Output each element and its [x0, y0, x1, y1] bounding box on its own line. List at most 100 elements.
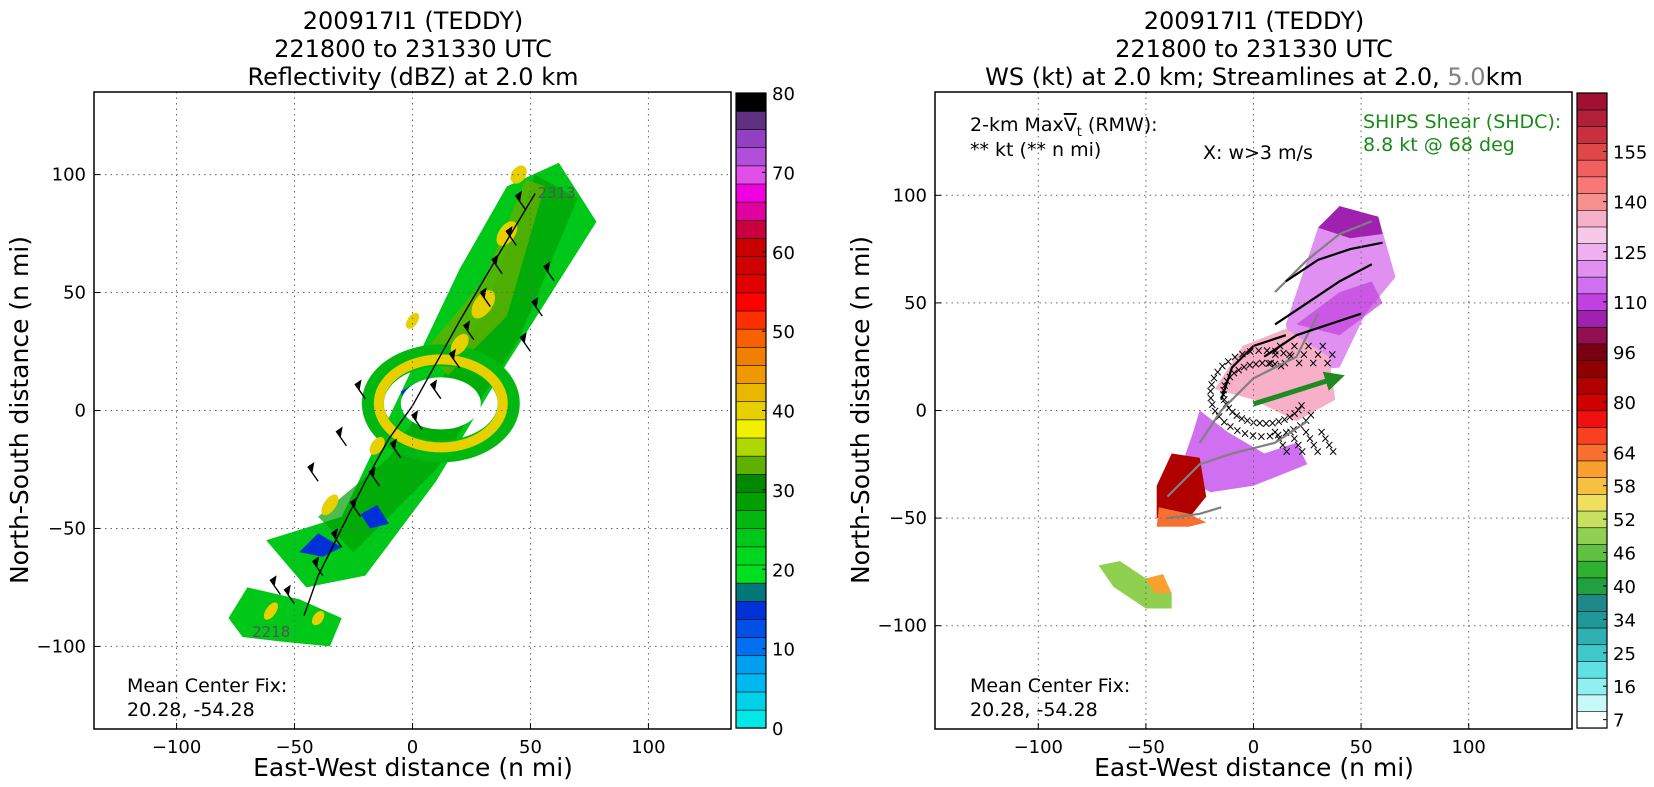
left-colorbar-cell: [735, 147, 767, 167]
updraft-marker-86: ×: [1309, 438, 1319, 452]
wind-barb-flag-19: [336, 426, 343, 438]
left-plot-area: 2218 2313: [94, 92, 731, 729]
left-xtick-label: 100: [631, 737, 665, 758]
updraft-marker-29: ×: [1219, 392, 1229, 406]
right-xtick-label: −50: [1127, 737, 1165, 758]
right-y-axis-label: North-South distance (n mi): [846, 236, 875, 584]
updraft-marker-70: ×: [1304, 339, 1314, 353]
streamline-6: [1263, 312, 1362, 358]
right-x-ticks: −100 −50 0 50 100: [1014, 723, 1486, 758]
updraft-marker-31: ×: [1221, 397, 1231, 411]
right-grid: [935, 92, 1572, 729]
updraft-marker-78: ×: [1278, 438, 1288, 452]
maxvt-subscript: t: [1077, 125, 1082, 140]
left-colorbar-cell: [735, 636, 767, 657]
ships-shear-value: 8.8 kt @ 68 deg: [1363, 134, 1515, 156]
updraft-marker-39: ×: [1237, 411, 1247, 425]
updraft-marker-2: ×: [1279, 346, 1289, 360]
right-xtick-label: 100: [1452, 737, 1486, 758]
wind-field-south-fragment: [1098, 561, 1172, 609]
right-colorbar-cell: [1576, 159, 1608, 178]
left-colorbar-cell: [735, 364, 767, 384]
right-title-height: 5.0: [1447, 63, 1485, 91]
right-colorbar-cell: [1576, 226, 1608, 244]
updraft-marker-61: ×: [1297, 399, 1307, 413]
left-xtick-label: −100: [152, 737, 201, 758]
left-colorbar-label: 80: [772, 84, 795, 105]
updraft-marker-71: ×: [1308, 356, 1318, 370]
right-colorbar-cell: [1576, 426, 1608, 445]
updraft-marker-83: ×: [1297, 444, 1307, 458]
right-colorbar-cell: [1576, 209, 1608, 228]
updraft-marker-47: ×: [1261, 416, 1271, 430]
right-colorbar-cell: [1576, 142, 1608, 161]
right-colorbar-label: 64: [1613, 443, 1636, 464]
updraft-marker-60: ×: [1306, 408, 1316, 422]
right-colorbar-label: 16: [1613, 677, 1636, 698]
left-colorbar-cell: [735, 237, 767, 257]
right-colorbar-label: 52: [1613, 510, 1636, 531]
right-colorbar-cell: [1576, 259, 1608, 278]
updraft-marker-88: ×: [1316, 425, 1326, 439]
reflectivity-panel: 200917I1 (TEDDY) 221800 to 231330 UTC Re…: [5, 7, 795, 782]
wind-field-red: [1156, 453, 1207, 519]
wind-field-center: [1214, 328, 1336, 422]
wind-barb-staff-0: [514, 194, 527, 211]
left-colorbar-cell: [735, 455, 767, 475]
right-colorbar-label: 25: [1613, 644, 1636, 665]
updraft-marker-32: ×: [1210, 404, 1220, 418]
reflectivity-cell-5: [263, 602, 278, 620]
right-colorbar-label: 140: [1613, 193, 1647, 214]
left-colorbar-cell: [735, 437, 767, 457]
right-colorbar-label: 155: [1613, 142, 1647, 163]
left-title-line-1: 200917I1 (TEDDY): [303, 7, 523, 35]
updraft-marker-91: ×: [1328, 444, 1338, 458]
wind-barb-flag-18: [354, 379, 362, 391]
left-clip-group: 2218 2313: [228, 162, 597, 647]
reflectivity-colorbar: 0 10 20 30 40 50 60 70 80: [735, 84, 795, 740]
right-colorbar-cell: [1576, 477, 1608, 495]
left-colorbar-cell: [735, 673, 767, 693]
right-colorbar-cell: [1576, 293, 1608, 311]
left-y-axis-label: North-South distance (n mi): [5, 236, 34, 584]
updraft-marker-53: ×: [1280, 412, 1290, 426]
left-colorbar-label: 10: [772, 640, 795, 661]
updraft-marker-51: ×: [1274, 414, 1284, 428]
updraft-marker-5: ×: [1264, 356, 1274, 370]
right-center-fix-value: 20.28, -54.28: [970, 699, 1098, 721]
updraft-marker-76: ×: [1270, 425, 1280, 439]
updraft-marker-17: ×: [1229, 366, 1239, 380]
updraft-marker-68: ×: [1294, 356, 1304, 370]
left-ytick-label: 50: [63, 283, 86, 304]
wind-barb-flag-5: [449, 348, 456, 360]
reflectivity-cell-4: [321, 494, 339, 516]
right-field-layer: [1098, 206, 1396, 609]
right-colorbar-cell: [1576, 410, 1608, 428]
streamlines: [1166, 220, 1383, 520]
left-colorbar-cell: [735, 310, 767, 330]
eye-clear: [400, 377, 481, 430]
left-colorbar-label: 50: [772, 322, 795, 343]
left-center-fix-label: Mean Center Fix:: [127, 675, 287, 697]
updraft-marker-10: ×: [1245, 345, 1255, 359]
wind-speed-panel: 200917I1 (TEDDY) 221800 to 231330 UTC WS…: [846, 7, 1647, 782]
streamline-2: [1274, 220, 1373, 293]
left-ytick-label: 0: [75, 401, 86, 422]
right-ytick-label: −100: [878, 616, 927, 637]
updraft-marker-69: ×: [1299, 348, 1309, 362]
right-colorbar-label: 40: [1613, 577, 1636, 598]
updraft-marker-14: ×: [1230, 350, 1240, 364]
updraft-marker-26: ×: [1206, 384, 1216, 398]
left-xtick-label: −50: [276, 737, 314, 758]
left-colorbar-label: 30: [772, 481, 795, 502]
left-colorbar-cell: [735, 382, 767, 403]
updraft-marker-37: ×: [1232, 409, 1242, 423]
right-title-main: WS (kt) at 2.0 km; Streamlines at 2.0,: [985, 63, 1447, 91]
updraft-markers: ××××××××××××××××××××××××× ×× ×× ×× ×× ×× ×× ×××…: [1206, 339, 1339, 458]
updraft-marker-6: ×: [1262, 343, 1272, 357]
right-colorbar-label: 46: [1613, 544, 1636, 565]
left-colorbar-cell: [735, 546, 767, 566]
wind-barb-flag-20: [307, 461, 315, 474]
updraft-marker-41: ×: [1242, 414, 1252, 428]
